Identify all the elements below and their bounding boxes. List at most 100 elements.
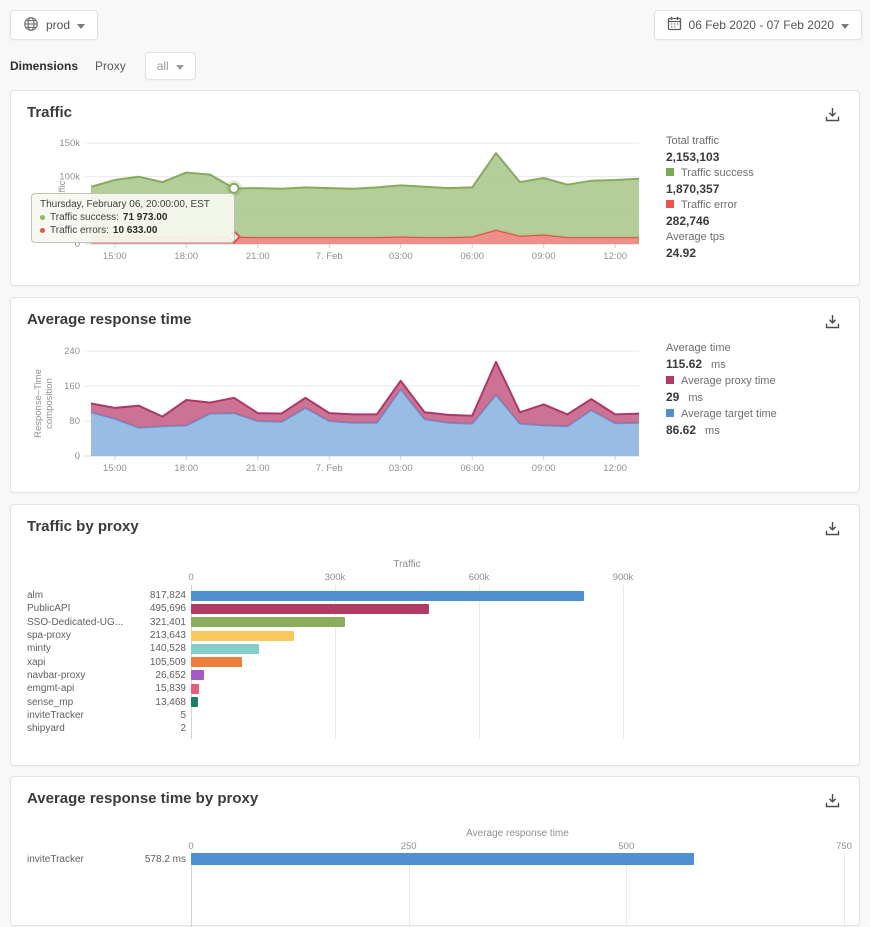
bar[interactable]	[191, 630, 294, 641]
tooltip-title: Thursday, February 06, 20:00:00, EST	[40, 199, 210, 210]
response-by-proxy-bar-chart[interactable]: Average response time 0 250 500 750 inviteTra…	[11, 777, 859, 927]
environment-selector[interactable]: prod	[10, 10, 99, 40]
download-button[interactable]	[822, 105, 843, 125]
gridline	[479, 585, 480, 739]
proxy-time-legend: Average proxy time	[666, 373, 777, 389]
response-card-title: Average response time	[27, 311, 192, 328]
ms-unit: ms	[688, 392, 704, 404]
traffic-by-proxy-title: Traffic by proxy	[27, 518, 139, 535]
bar-label: SSO-Dedicated-UG...	[27, 616, 124, 628]
bar[interactable]	[191, 603, 429, 614]
traffic-error-label: Traffic error	[681, 199, 738, 211]
bar[interactable]	[191, 697, 198, 708]
svg-text:03:00: 03:00	[389, 463, 413, 474]
svg-text:12:00: 12:00	[603, 251, 627, 262]
calendar-icon	[667, 16, 682, 34]
bar-row: xapi 105,509	[11, 655, 859, 668]
bar-label: spa-proxy	[27, 630, 71, 642]
ms-unit: ms	[705, 425, 720, 437]
traffic-by-proxy-bar-chart[interactable]: Traffic 0 300k 600k 900k alm 817,824 PublicAPI 4…	[11, 505, 859, 765]
svg-text:100k: 100k	[59, 172, 80, 183]
bar-label: xapi	[27, 656, 46, 668]
bar-row: inviteTracker 578.2 ms	[11, 851, 859, 867]
bar-label: sense_mp	[27, 696, 74, 708]
bar-value: 817,824	[149, 590, 186, 602]
traffic-by-proxy-card: Traffic by proxy Traffic 0 300k 600k 900k alm…	[10, 504, 860, 766]
bar-rows: alm 817,824 PublicAPI 495,696 SSO-Dedicated-…	[11, 589, 859, 735]
traffic-error-value: 282,746	[666, 214, 710, 228]
bar-label: alm	[27, 590, 44, 602]
bar-rows: inviteTracker 578.2 ms	[11, 851, 859, 867]
bar-axis-tick: 250	[400, 841, 417, 852]
tooltip-error-value: 10 633.00	[112, 225, 158, 236]
bar-row: sense_mp 13,468	[11, 695, 859, 708]
svg-text:150k: 150k	[59, 138, 80, 149]
dimension-proxy-tab[interactable]: Proxy	[95, 59, 126, 73]
svg-text:09:00: 09:00	[532, 463, 556, 474]
success-dot-icon	[40, 215, 45, 220]
bar-row: inviteTracker 5	[11, 709, 859, 722]
traffic-success-value: 1,870,357	[666, 182, 720, 196]
bar-label: inviteTracker	[27, 709, 84, 721]
bar-value: 213,643	[149, 630, 186, 642]
svg-text:Response–Time: Response–Time	[33, 369, 44, 438]
bar-value: 578.2 ms	[144, 853, 186, 865]
target-time-legend: Average target time	[666, 406, 777, 422]
chevron-down-icon	[841, 18, 849, 32]
gridline	[335, 585, 336, 739]
error-dot-icon	[40, 228, 45, 233]
download-button[interactable]	[822, 791, 843, 811]
bar-value: 495,696	[149, 603, 186, 615]
download-button[interactable]	[822, 312, 843, 332]
bar-row: alm 817,824	[11, 589, 859, 602]
svg-text:80: 80	[69, 416, 80, 427]
chevron-down-icon	[175, 59, 184, 73]
response-stats-panel: Average time 115.62 ms Average proxy time…	[666, 340, 777, 439]
bar-value: 140,528	[149, 643, 186, 655]
bar[interactable]	[191, 853, 695, 865]
bar-value: 321,401	[149, 616, 186, 628]
svg-text:0: 0	[75, 239, 80, 250]
svg-text:7. Feb: 7. Feb	[316, 463, 343, 474]
svg-text:21:00: 21:00	[246, 463, 270, 474]
bar-label: minty	[27, 643, 51, 655]
bar-value: 105,509	[149, 656, 186, 668]
chart-tooltip: Thursday, February 06, 20:00:00, EST Tra…	[31, 193, 235, 243]
bar[interactable]	[191, 617, 346, 628]
dimensions-label: Dimensions	[10, 59, 79, 73]
average-time-value: 115.62 ms	[666, 357, 726, 371]
bar[interactable]	[191, 590, 584, 601]
traffic-error-legend: Traffic error	[666, 197, 754, 213]
svg-text:12:00: 12:00	[603, 463, 627, 474]
bar-axis-title: Traffic	[393, 559, 421, 570]
average-tps-value: 24.92	[666, 246, 697, 260]
target-time-swatch	[666, 409, 674, 417]
bar-row: emgmt-api 15,839	[11, 682, 859, 695]
svg-text:240: 240	[64, 346, 80, 357]
bar[interactable]	[191, 643, 259, 654]
bar[interactable]	[191, 657, 242, 668]
bar-value: 15,839	[155, 683, 186, 695]
bar-label: inviteTracker	[27, 853, 84, 865]
download-button[interactable]	[822, 519, 843, 539]
bar-axis-tick: 0	[188, 841, 194, 852]
bar[interactable]	[191, 670, 204, 681]
bar-label: PublicAPI	[27, 603, 71, 615]
date-range-selector[interactable]: 06 Feb 2020 - 07 Feb 2020	[653, 10, 862, 40]
bar-row: navbar-proxy 26,652	[11, 669, 859, 682]
environment-label: prod	[46, 18, 71, 32]
bar-value: 26,652	[155, 669, 186, 681]
tooltip-success-label: Traffic success:	[50, 212, 119, 223]
traffic-success-label: Traffic success	[681, 167, 754, 179]
response-time-area-chart[interactable]: 0 80 160 240 15:00 18:00 21:00 7. Feb 03:00 06:00…	[11, 334, 661, 486]
response-time-card: Average response time 0 80 160 240 15:00 18:0…	[10, 297, 860, 493]
average-time-label: Average time	[666, 342, 731, 354]
globe-icon	[23, 16, 39, 35]
traffic-stats-panel: Total traffic 2,153,103 Traffic success …	[666, 133, 754, 261]
dimension-value-dropdown[interactable]: all	[144, 52, 196, 80]
traffic-error-swatch	[666, 200, 674, 208]
average-tps-label: Average tps	[666, 231, 725, 243]
bar-axis-tick: 750	[836, 841, 852, 852]
svg-text:composition: composition	[44, 378, 55, 429]
bar[interactable]	[191, 683, 199, 694]
